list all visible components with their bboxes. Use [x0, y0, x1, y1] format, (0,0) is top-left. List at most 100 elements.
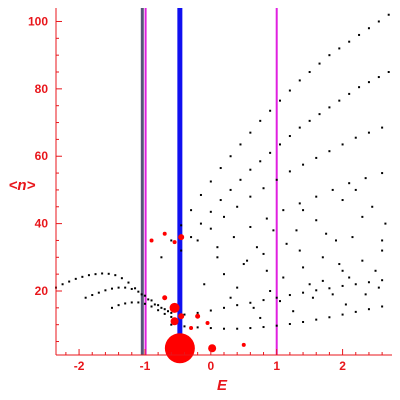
data-point [367, 308, 370, 311]
data-point [381, 239, 384, 242]
data-point [229, 296, 232, 299]
red-marker-9 [189, 326, 194, 331]
data-point [328, 287, 331, 290]
data-point [275, 296, 278, 299]
red-markers [149, 231, 246, 364]
data-point [328, 106, 331, 109]
data-point [140, 293, 143, 296]
data-point [262, 252, 265, 255]
ticks: -2 -1 0 1 2 20 40 60 80 100 [28, 14, 383, 373]
y-tick-label: 40 [35, 217, 49, 231]
data-point [150, 299, 153, 302]
x-tick-label: -1 [140, 359, 151, 373]
red-marker-2 [169, 302, 180, 313]
data-point [269, 151, 272, 154]
data-point [381, 249, 384, 252]
data-point [328, 150, 331, 153]
data-point [170, 311, 173, 314]
data-point [308, 283, 311, 286]
data-point [229, 155, 232, 158]
data-point [252, 306, 255, 309]
red-marker-4 [178, 234, 185, 241]
data-point [127, 281, 130, 284]
data-point [94, 273, 97, 276]
axes [55, 8, 392, 356]
data-point [209, 227, 212, 230]
data-point [229, 188, 232, 191]
data-point [262, 299, 265, 302]
data-point [321, 256, 324, 259]
x-tick-label: 0 [207, 359, 214, 373]
data-point [163, 312, 166, 315]
data-point [120, 277, 123, 280]
data-point [259, 316, 262, 319]
data-point [318, 62, 321, 65]
data-point [157, 304, 160, 307]
data-point [236, 304, 239, 307]
data-point [114, 274, 117, 277]
data-point [338, 47, 341, 50]
data-point [298, 79, 301, 82]
data-point [91, 294, 94, 297]
data-point [377, 20, 380, 23]
data-point [269, 109, 272, 112]
data-point [196, 311, 199, 314]
data-point [315, 289, 318, 292]
data-point [282, 276, 285, 279]
data-point [275, 324, 278, 327]
data-point [335, 239, 337, 242]
data-point [341, 284, 344, 287]
data-point [87, 274, 90, 277]
red-marker-3 [170, 317, 179, 326]
data-point [170, 239, 173, 242]
data-point [167, 310, 169, 313]
data-point [97, 291, 100, 294]
data-point [288, 294, 291, 297]
data-point [160, 256, 163, 259]
data-point [269, 289, 272, 292]
data-point [196, 326, 199, 329]
data-point [341, 313, 344, 316]
data-point [239, 178, 242, 181]
data-point [183, 313, 186, 316]
data-point [223, 215, 225, 218]
x-tick-label: 1 [273, 359, 280, 373]
data-point [288, 323, 291, 326]
data-point [170, 323, 173, 326]
data-point [209, 180, 212, 183]
data-point [288, 170, 291, 173]
y-tick-label: 100 [28, 14, 48, 28]
data-point [341, 199, 344, 202]
data-point [279, 99, 281, 102]
data-point [384, 222, 387, 225]
data-point [272, 229, 275, 232]
data-point [302, 209, 305, 212]
data-point [147, 298, 150, 301]
data-point [328, 316, 331, 319]
data-point [107, 272, 110, 275]
data-point [239, 143, 242, 146]
data-point [344, 303, 347, 306]
data-point [302, 291, 305, 294]
data-point [153, 303, 156, 306]
data-point [331, 293, 334, 296]
data-point [236, 327, 239, 330]
data-point [351, 236, 354, 239]
data-point [338, 263, 341, 266]
data-point [354, 283, 357, 286]
data-point [137, 290, 140, 293]
data-point [190, 236, 193, 239]
red-marker-5 [178, 313, 185, 320]
data-point [354, 310, 357, 313]
data-point [295, 229, 298, 232]
y-tick-label: 60 [35, 149, 49, 163]
data-point [199, 193, 202, 196]
data-point [246, 259, 249, 262]
data-point [348, 92, 351, 95]
data-point [101, 272, 104, 275]
data-point [223, 273, 225, 276]
data-point [361, 259, 364, 262]
y-tick-label: 20 [35, 284, 49, 298]
data-point [219, 167, 222, 170]
data-point [302, 266, 305, 269]
